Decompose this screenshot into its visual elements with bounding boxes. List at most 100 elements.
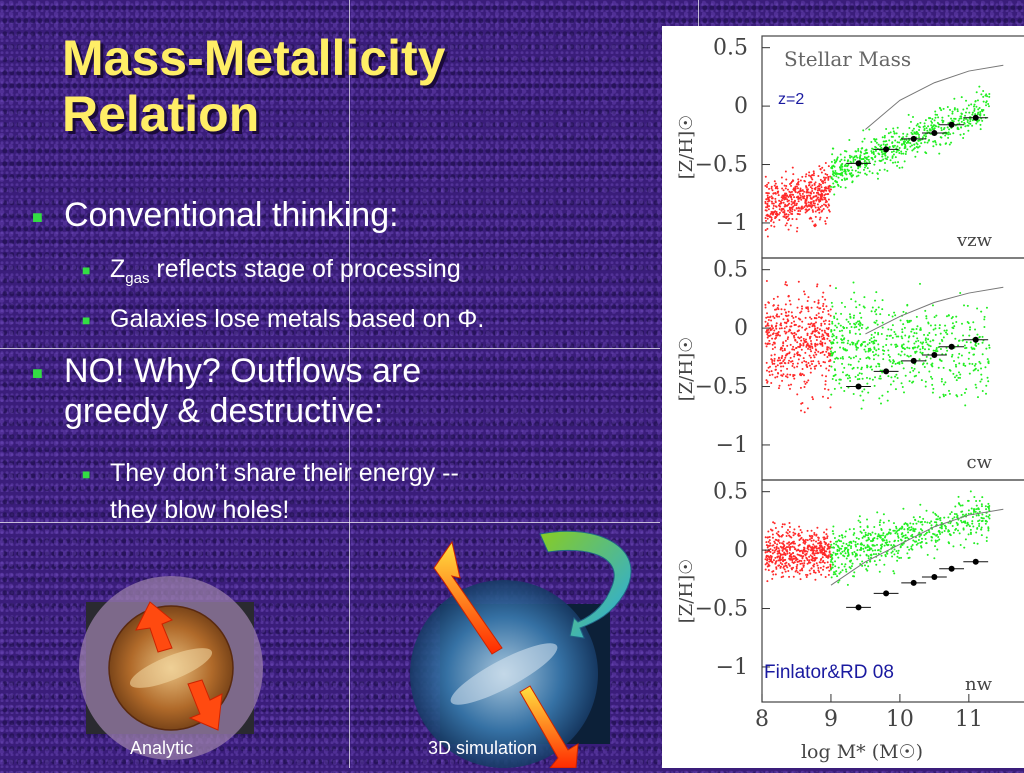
model-point-low [814, 210, 817, 213]
model-point-high [848, 330, 851, 333]
model-point-high [912, 527, 915, 530]
model-point-low [820, 542, 823, 545]
model-point-low [809, 186, 812, 189]
model-point-high [919, 121, 922, 124]
model-point-high [912, 335, 915, 338]
model-point-low [785, 215, 788, 218]
model-point-high [970, 512, 973, 515]
model-point-high [939, 332, 942, 335]
model-point-low [793, 204, 796, 207]
model-point-low [825, 189, 828, 192]
model-point-low [794, 532, 797, 535]
model-point-low [778, 558, 781, 561]
model-point-low [769, 212, 772, 215]
model-point-low [781, 199, 784, 202]
model-point-low [798, 207, 801, 210]
model-point-low [822, 190, 825, 193]
model-point-high [857, 339, 860, 342]
model-point-high [985, 384, 988, 387]
model-point-low [778, 205, 781, 208]
model-point-low [793, 542, 796, 545]
bullet-marker-icon: ■ [32, 363, 43, 384]
model-point-high [881, 543, 884, 546]
model-point-low [784, 192, 787, 195]
model-point-low [809, 348, 812, 351]
model-point-low [797, 212, 800, 215]
model-point-high [915, 131, 918, 134]
model-point-low [767, 198, 770, 201]
model-point-high [875, 365, 878, 368]
model-point-low [809, 181, 812, 184]
model-point-low [806, 562, 809, 565]
model-point-high [919, 541, 922, 544]
model-point-low [775, 545, 778, 548]
model-point-high [979, 110, 982, 113]
model-point-low [779, 559, 782, 562]
model-point-low [788, 575, 791, 578]
model-point-low [824, 342, 827, 345]
model-point-high [924, 339, 927, 342]
model-point-low [797, 209, 800, 212]
model-point-low [822, 291, 825, 294]
observed-point [931, 129, 938, 136]
model-point-low [781, 542, 784, 545]
model-point-high [831, 378, 834, 381]
model-point-low [787, 384, 790, 387]
model-point-high [861, 536, 864, 539]
model-point-high [938, 106, 941, 109]
model-point-high [873, 347, 876, 350]
model-point-low [822, 334, 825, 337]
model-point-high [988, 346, 991, 349]
model-point-low [823, 531, 826, 534]
model-point-high [848, 154, 851, 157]
model-point-low [784, 562, 787, 565]
model-point-low [795, 202, 798, 205]
model-point-high [945, 315, 948, 318]
bullet-text: Conventional thinking: [64, 196, 399, 234]
model-point-high [847, 386, 850, 389]
model-point-high [892, 127, 895, 130]
model-point-low [820, 195, 823, 198]
model-point-low [785, 321, 788, 324]
model-point-high [833, 542, 836, 545]
model-point-low [804, 208, 807, 211]
model-point-low [815, 329, 818, 332]
model-point-high [896, 362, 899, 365]
model-point-high [960, 354, 963, 357]
model-point-high [928, 370, 931, 373]
model-point-high [931, 536, 934, 539]
model-point-high [873, 560, 876, 563]
model-point-high [953, 512, 956, 515]
model-point-low [808, 545, 811, 548]
model-point-low [811, 396, 814, 399]
model-point-low [827, 369, 830, 372]
model-point-low [821, 395, 824, 398]
model-point-low [800, 336, 803, 339]
model-point-high [960, 96, 963, 99]
model-point-high [948, 128, 951, 131]
model-point-high [843, 168, 846, 171]
model-point-low [821, 344, 824, 347]
model-point-high [985, 104, 988, 107]
model-point-low [764, 558, 767, 561]
model-point-high [918, 516, 921, 519]
model-point-high [913, 331, 916, 334]
model-point-high [878, 534, 881, 537]
model-point-low [806, 306, 809, 309]
model-point-high [844, 172, 847, 175]
model-point-low [799, 554, 802, 557]
model-point-high [840, 563, 843, 566]
model-point-high [870, 365, 873, 368]
model-point-high [896, 559, 899, 562]
model-point-high [849, 322, 852, 325]
model-point-low [810, 539, 813, 542]
model-point-high [973, 108, 976, 111]
model-point-high [974, 328, 977, 331]
model-point-low [776, 214, 779, 217]
model-point-low [828, 339, 831, 342]
model-point-low [810, 529, 813, 532]
model-point-high [924, 532, 927, 535]
model-point-low [784, 303, 787, 306]
model-point-low [765, 209, 768, 212]
model-point-low [779, 365, 782, 368]
